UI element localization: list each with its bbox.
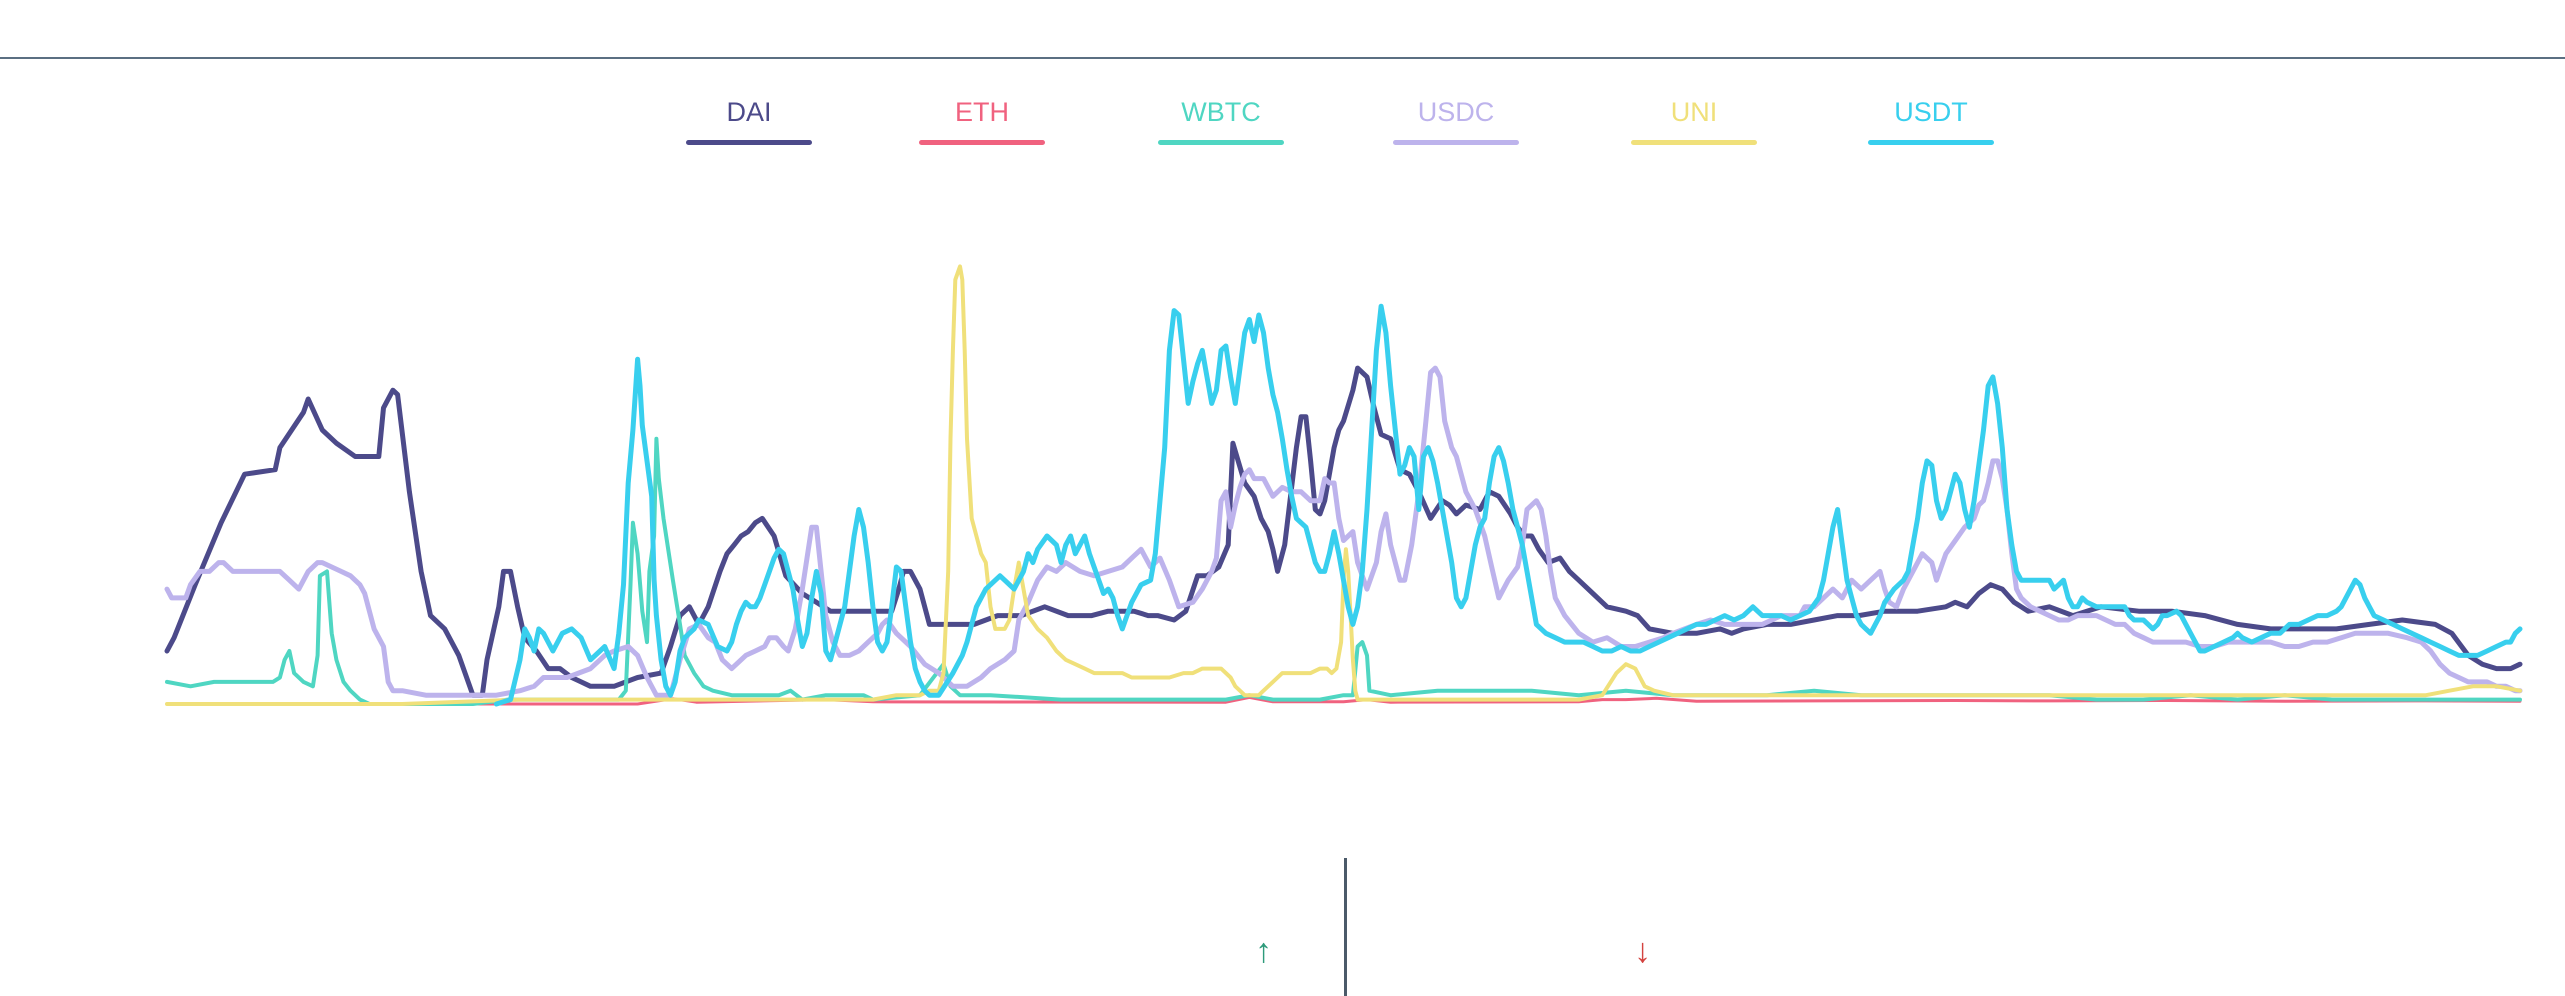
legend-swatch xyxy=(1158,140,1284,145)
legend-item-uni[interactable]: UNI xyxy=(1630,96,1758,145)
legend-swatch xyxy=(1868,140,1994,145)
arrow-down-icon: ↓ xyxy=(1634,932,1651,970)
top-divider-line xyxy=(0,57,2565,59)
series-line-dai xyxy=(164,365,2523,698)
legend-label: USDC xyxy=(1417,97,1495,127)
legend-item-wbtc[interactable]: WBTC xyxy=(1157,96,1285,145)
series-line-usdt xyxy=(493,303,2523,707)
center-divider xyxy=(1344,858,1347,996)
chart-legend: DAI ETH WBTC USDC UNI USDT xyxy=(0,96,2565,156)
legend-label: USDT xyxy=(1894,97,1968,127)
series-line-uni xyxy=(165,264,2522,706)
arrow-up-icon: ↑ xyxy=(1255,932,1272,970)
legend-item-dai[interactable]: DAI xyxy=(685,96,813,145)
legend-label: UNI xyxy=(1670,97,1718,127)
legend-swatch xyxy=(1631,140,1757,145)
legend-swatch xyxy=(686,140,812,145)
legend-item-usdc[interactable]: USDC xyxy=(1392,96,1520,145)
legend-item-usdt[interactable]: USDT xyxy=(1867,96,1995,145)
legend-label: ETH xyxy=(955,97,1009,127)
legend-label: DAI xyxy=(726,97,772,127)
legend-swatch xyxy=(919,140,1045,145)
legend-swatch xyxy=(1393,140,1519,145)
legend-label: WBTC xyxy=(1181,97,1261,127)
legend-item-eth[interactable]: ETH xyxy=(918,96,1046,145)
series-line-usdc xyxy=(164,365,2523,698)
